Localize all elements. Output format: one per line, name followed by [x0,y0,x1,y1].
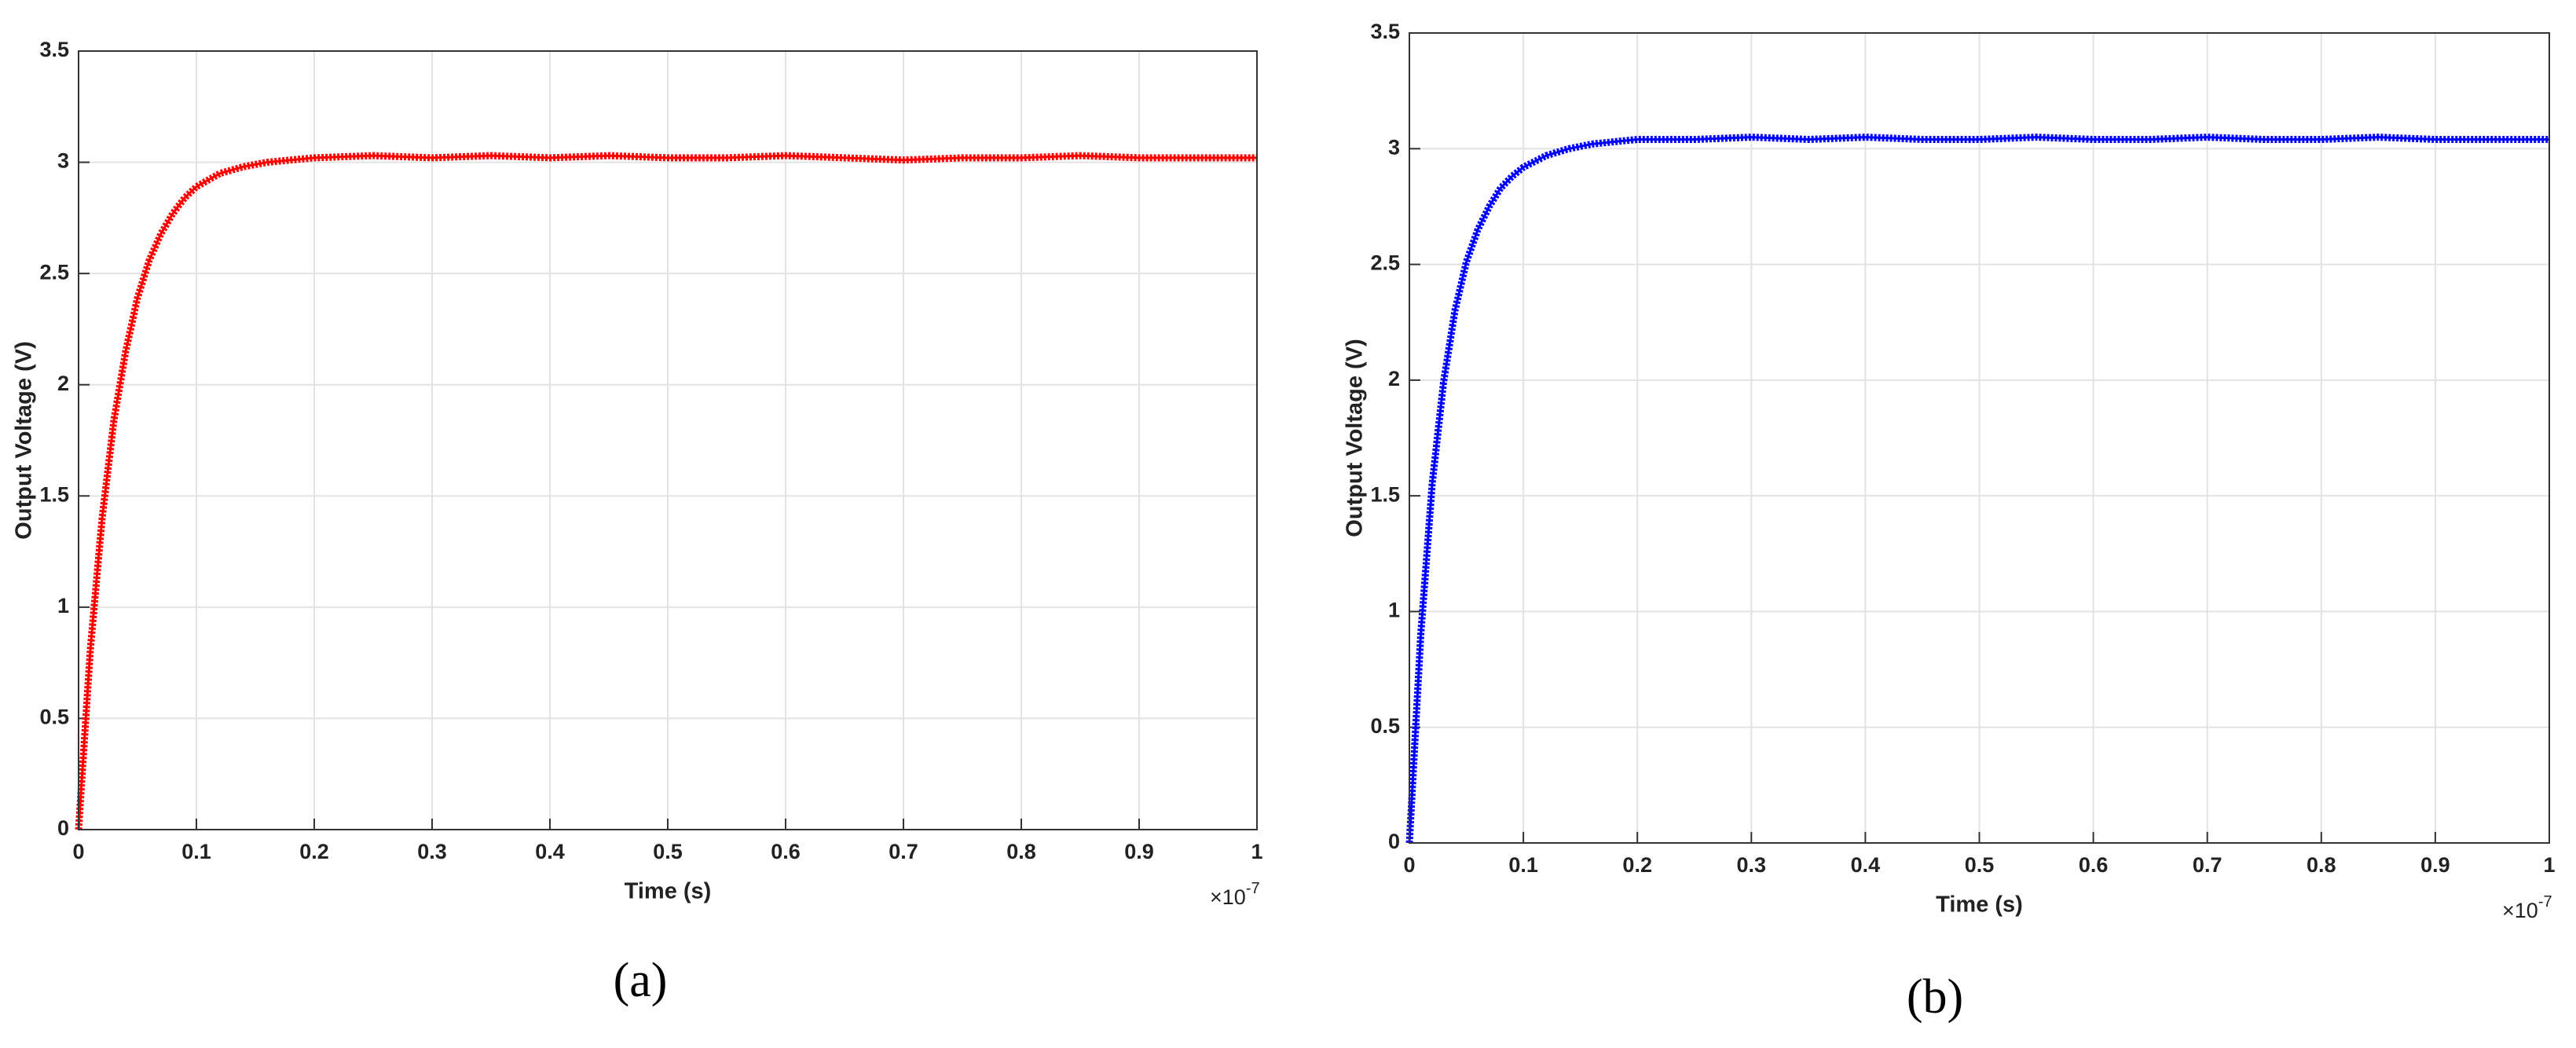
y-tick-label: 2 [1388,367,1400,390]
y-tick-label: 2.5 [1370,251,1400,275]
y-tick-label: 3 [1388,135,1400,159]
y-tick-label: 0 [1388,830,1400,853]
x-axis-label: Time (s) [1936,892,2023,918]
x-axis-label: Time (s) [625,879,712,904]
plot-frame [1409,32,2550,844]
x-tick-label: 0.1 [1508,853,1538,877]
x-scale-exponent: -7 [1246,880,1260,897]
y-tick-label: 1.5 [1370,482,1400,506]
plot-frame [78,50,1258,830]
x-tick-label: 1 [1251,840,1262,863]
x-tick-label: 0 [1403,853,1415,877]
y-axis-label: Output Voltage (V) [1343,339,1368,537]
data-line-core [77,154,1257,830]
x-tick-label: 0.6 [771,840,801,863]
x-tick-label: 0.3 [417,840,447,863]
y-tick-label: 1 [1388,599,1400,622]
y-tick-label: 3.5 [1370,20,1400,43]
x-tick-label: 0.9 [2420,853,2450,877]
x-tick-label: 0.8 [2307,853,2336,877]
y-tick-label: 2.5 [39,260,69,284]
y-tick-label: 1 [57,594,69,617]
x-scale-base: ×10 [1210,885,1246,909]
x-scale-label: ×10-7 [1210,880,1260,909]
x-tick-label: 0.8 [1006,840,1036,863]
y-tick-label: 3 [57,149,69,173]
x-tick-label: 1 [2543,853,2555,877]
x-tick-label: 0.2 [1622,853,1652,877]
x-tick-label: 0.6 [2079,853,2109,877]
y-tick-label: 2 [57,372,69,395]
x-tick-label: 0.9 [1124,840,1154,863]
y-axis-label: Output Voltage (V) [12,341,37,539]
x-tick-label: 0.7 [889,840,918,863]
y-tick-label: 3.5 [39,38,69,61]
x-scale-base: ×10 [2502,899,2538,922]
x-tick-label: 0.7 [2193,853,2222,877]
x-tick-label: 0.1 [181,840,211,863]
caption: (a) [614,954,668,1007]
x-tick-label: 0.5 [653,840,683,863]
y-tick-label: 1.5 [39,482,69,506]
y-tick-label: 0 [57,816,69,840]
y-tick-label: 0.5 [39,705,69,729]
data-line-core [1408,136,2549,844]
caption: (b) [1907,970,1963,1024]
x-tick-label: 0.3 [1737,853,1767,877]
x-tick-label: 0 [72,840,84,863]
x-tick-label: 0.4 [535,840,565,863]
x-tick-label: 0.5 [1965,853,1995,877]
y-tick-label: 0.5 [1370,714,1400,738]
x-tick-label: 0.4 [1851,853,1881,877]
x-scale-exponent: -7 [2538,893,2552,911]
x-tick-label: 0.2 [299,840,329,863]
x-scale-label: ×10-7 [2502,893,2552,922]
